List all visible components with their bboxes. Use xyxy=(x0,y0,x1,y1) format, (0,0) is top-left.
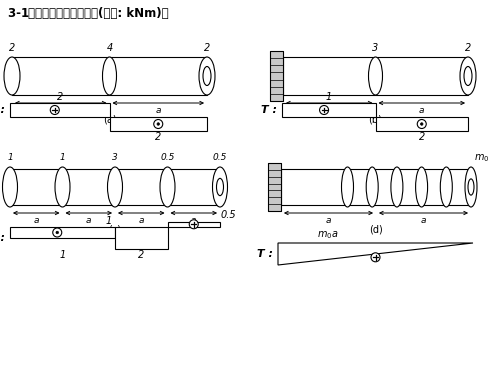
Bar xyxy=(10,103,110,117)
Text: 2: 2 xyxy=(465,43,471,53)
Text: a: a xyxy=(326,216,331,225)
Ellipse shape xyxy=(468,179,474,195)
Bar xyxy=(376,117,468,131)
Text: a: a xyxy=(419,106,424,115)
Text: a: a xyxy=(138,216,144,225)
Ellipse shape xyxy=(55,167,70,207)
Text: 0.5: 0.5 xyxy=(213,153,227,162)
Text: (b): (b) xyxy=(368,114,382,124)
Text: a: a xyxy=(421,216,426,225)
Bar xyxy=(168,222,220,227)
Circle shape xyxy=(157,123,160,125)
Circle shape xyxy=(420,123,423,125)
Bar xyxy=(12,57,207,95)
Text: (d): (d) xyxy=(369,225,383,235)
Text: T :: T : xyxy=(0,105,5,115)
Circle shape xyxy=(50,105,59,114)
Text: 3: 3 xyxy=(372,43,378,53)
Bar xyxy=(268,163,281,211)
Text: T :: T : xyxy=(261,105,277,115)
Text: $m_0 a$: $m_0 a$ xyxy=(317,229,338,241)
Text: 1: 1 xyxy=(326,92,332,102)
Text: a: a xyxy=(156,106,161,115)
Text: $m_0$: $m_0$ xyxy=(474,152,490,164)
Bar xyxy=(115,227,168,249)
Text: a: a xyxy=(86,216,92,225)
Circle shape xyxy=(417,120,426,129)
Circle shape xyxy=(320,105,328,114)
Ellipse shape xyxy=(216,178,224,196)
Bar xyxy=(281,169,471,205)
Text: a: a xyxy=(34,216,39,225)
Ellipse shape xyxy=(342,167,353,207)
Bar xyxy=(110,117,207,131)
Ellipse shape xyxy=(212,167,228,207)
Ellipse shape xyxy=(102,57,117,95)
Text: T :: T : xyxy=(257,249,273,259)
Circle shape xyxy=(56,231,58,234)
Text: 2: 2 xyxy=(9,43,15,53)
Text: 2: 2 xyxy=(138,250,144,260)
Text: 2: 2 xyxy=(56,92,63,102)
Text: 4: 4 xyxy=(106,43,112,53)
Text: T :: T : xyxy=(0,233,5,243)
Bar xyxy=(270,51,283,101)
Ellipse shape xyxy=(416,167,428,207)
Text: (a): (a) xyxy=(102,114,117,124)
Text: 1: 1 xyxy=(7,153,13,162)
Circle shape xyxy=(154,120,163,129)
Ellipse shape xyxy=(366,167,378,207)
Text: a: a xyxy=(191,216,196,225)
Text: 试作图示各轴的扭矩图(单位: kNm)。: 试作图示各轴的扭矩图(单位: kNm)。 xyxy=(28,7,168,20)
Text: 0.5: 0.5 xyxy=(221,210,236,220)
Ellipse shape xyxy=(2,167,18,207)
Text: 3: 3 xyxy=(112,153,118,162)
Polygon shape xyxy=(278,243,473,265)
Text: 1: 1 xyxy=(60,250,66,260)
Text: 1: 1 xyxy=(60,153,66,162)
Ellipse shape xyxy=(391,167,403,207)
Ellipse shape xyxy=(108,167,122,207)
Ellipse shape xyxy=(460,57,476,95)
Bar xyxy=(10,169,220,205)
Ellipse shape xyxy=(465,167,477,207)
Circle shape xyxy=(371,253,380,262)
Circle shape xyxy=(189,220,198,229)
Text: 2: 2 xyxy=(204,43,210,53)
Ellipse shape xyxy=(199,57,215,95)
Ellipse shape xyxy=(440,167,452,207)
Text: a: a xyxy=(58,106,64,115)
Ellipse shape xyxy=(368,57,382,95)
Circle shape xyxy=(53,228,62,237)
Text: a: a xyxy=(326,106,332,115)
Text: 2: 2 xyxy=(418,132,425,142)
Text: 3-1: 3-1 xyxy=(8,7,33,20)
Text: 1: 1 xyxy=(106,216,112,226)
Text: (c): (c) xyxy=(108,225,122,235)
Text: 0.5: 0.5 xyxy=(160,153,174,162)
Ellipse shape xyxy=(464,66,472,86)
Bar xyxy=(10,227,115,238)
Ellipse shape xyxy=(203,66,211,86)
Text: 2: 2 xyxy=(155,132,162,142)
Bar xyxy=(282,103,376,117)
Ellipse shape xyxy=(160,167,175,207)
Bar xyxy=(283,57,468,95)
Ellipse shape xyxy=(4,57,20,95)
